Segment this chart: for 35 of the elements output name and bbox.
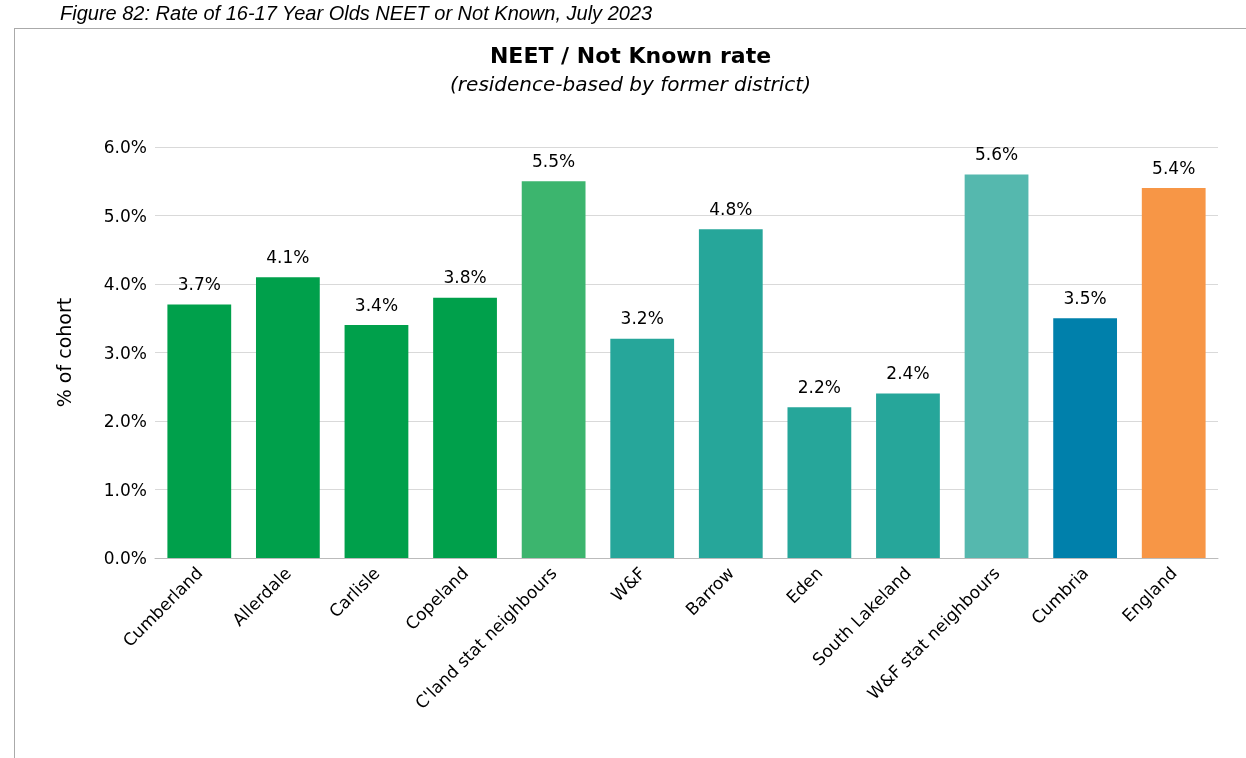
- data-label: 5.6%: [974, 143, 1019, 164]
- y-axis-title: % of cohort: [52, 297, 75, 408]
- y-tick-label: 2.0%: [103, 411, 147, 431]
- caption: Figure 82: Rate of 16-17 Year Olds NEET or Not Known, July 2023: [60, 2, 653, 25]
- data-label: 2.4%: [886, 363, 930, 384]
- chart-subtitle: (residence-based by former district): [450, 72, 811, 96]
- data-label: 5.4%: [1152, 157, 1196, 178]
- data-label: 3.4%: [354, 294, 399, 315]
- data-label: 3.8%: [443, 267, 487, 288]
- bar: [433, 297, 497, 558]
- y-tick-label: 0.0%: [103, 548, 147, 568]
- data-label: 3.7%: [177, 274, 221, 295]
- chart-title: NEET / Not Known rate: [489, 42, 772, 68]
- y-tick-label: 4.0%: [103, 274, 147, 294]
- y-tick-label: 3.0%: [103, 342, 147, 363]
- bar: [521, 181, 586, 558]
- bar: [610, 338, 675, 558]
- bar: [964, 174, 1029, 558]
- data-label: 5.5%: [532, 150, 576, 171]
- data-label: 4.1%: [266, 246, 310, 267]
- bar: [787, 407, 852, 558]
- y-tick-label: 1.0%: [103, 479, 147, 500]
- bar: [167, 304, 232, 558]
- bar: [255, 277, 320, 558]
- y-tick-label: 6.0%: [103, 137, 147, 157]
- data-label: 4.8%: [709, 198, 753, 219]
- data-label: 3.2%: [620, 308, 664, 329]
- data-label: 3.5%: [1063, 287, 1107, 308]
- y-tick-label: 5.0%: [103, 205, 147, 226]
- bar: [1141, 188, 1206, 558]
- bar: [344, 325, 409, 558]
- bar: [876, 393, 940, 558]
- bar: [698, 229, 763, 558]
- data-label: 2.2%: [797, 376, 841, 397]
- bar: [1053, 318, 1118, 558]
